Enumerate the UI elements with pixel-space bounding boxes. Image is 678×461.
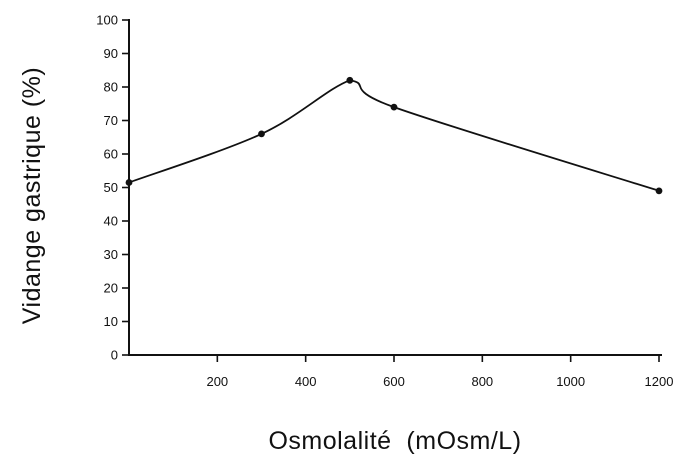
y-tick-label: 30: [104, 247, 118, 262]
x-axis-ticks: 200 400 600 800 1000 1200: [206, 355, 673, 389]
y-tick-label: 80: [104, 80, 118, 95]
x-tick-label: 200: [206, 374, 228, 389]
data-point: [258, 130, 265, 138]
x-tick-label: 800: [471, 374, 493, 389]
series-line: [128, 79, 660, 192]
data-series: [125, 76, 663, 195]
x-tick-label: 1000: [556, 374, 585, 389]
data-point: [655, 187, 663, 195]
data-point: [125, 179, 133, 186]
y-tick-label: 70: [104, 113, 118, 128]
axes: [128, 19, 662, 356]
y-axis-title: Vidange gastrique (%): [18, 67, 46, 324]
y-tick-label: 60: [104, 147, 118, 162]
x-axis-title: Osmolalité (mOsm/L): [268, 427, 521, 455]
y-axis-ticks: 0 10 20 30 40 50 60 70 80 90 100: [96, 13, 129, 363]
y-tick-label: 10: [104, 314, 118, 329]
y-tick-label: 40: [104, 214, 118, 229]
y-tick-label: 0: [111, 348, 118, 363]
y-tick-label: 90: [104, 46, 118, 61]
x-tick-label: 400: [295, 374, 317, 389]
x-tick-label: 600: [383, 374, 405, 389]
y-tick-label: 50: [104, 180, 118, 195]
y-tick-label: 100: [96, 13, 118, 28]
x-tick-label: 1200: [645, 374, 674, 389]
data-point: [390, 103, 398, 111]
y-tick-label: 20: [104, 281, 118, 296]
data-point: [346, 76, 354, 84]
